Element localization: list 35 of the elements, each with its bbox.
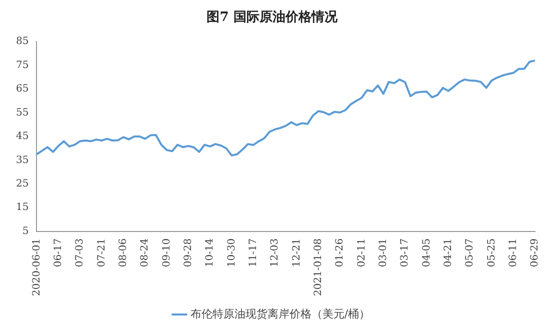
x-tick-label: 06-11 <box>508 238 519 268</box>
x-tick-label: 11-17 <box>248 238 259 268</box>
y-tick-label: 45 <box>16 131 29 142</box>
y-tick-label: 65 <box>16 84 29 95</box>
x-tick-label: 09-10 <box>161 238 172 268</box>
x-tick-label: 2020-06-01 <box>31 238 42 296</box>
x-tick-label: 08-06 <box>118 238 129 268</box>
x-tick-label: 10-14 <box>204 238 216 268</box>
x-tick-label: 07-03 <box>74 238 86 268</box>
y-tick-label: 15 <box>16 202 29 214</box>
y-tick-label: 55 <box>16 107 29 118</box>
x-tick-label: 06-17 <box>52 238 64 268</box>
x-tick-label: 07-21 <box>96 238 108 268</box>
x-tick-label: 05-25 <box>486 238 498 268</box>
x-tick-label: 02-11 <box>356 238 368 268</box>
x-tick-label: 01-26 <box>334 238 346 268</box>
y-tick-label: 85 <box>16 36 29 48</box>
x-tick-label: 03-01 <box>378 238 389 268</box>
x-tick-label: 09-28 <box>182 238 194 268</box>
y-tick-label: 35 <box>16 154 29 166</box>
x-tick-label: 04-05 <box>421 238 432 268</box>
x-tick-label: 2021-01-08 <box>312 238 324 296</box>
y-tick-label: 5 <box>22 226 29 237</box>
x-tick-label: 03-17 <box>400 238 411 268</box>
x-tick-label: 10-30 <box>226 238 238 268</box>
x-tick-label: 12-03 <box>270 238 281 268</box>
x-tick-label: 04-21 <box>442 238 454 268</box>
x-tick-label: 08-24 <box>140 238 151 268</box>
x-tick-label: 05-07 <box>464 238 476 268</box>
chart-title: 图7 国际原油价格情况 <box>206 10 338 26</box>
x-tick-label: 06-29 <box>530 238 541 268</box>
y-tick-label: 75 <box>16 60 29 71</box>
x-tick-label: 12-21 <box>291 238 302 268</box>
legend-label: 布伦特原油现货离岸价格（美元/桶） <box>190 307 370 320</box>
y-tick-label: 25 <box>16 178 29 190</box>
